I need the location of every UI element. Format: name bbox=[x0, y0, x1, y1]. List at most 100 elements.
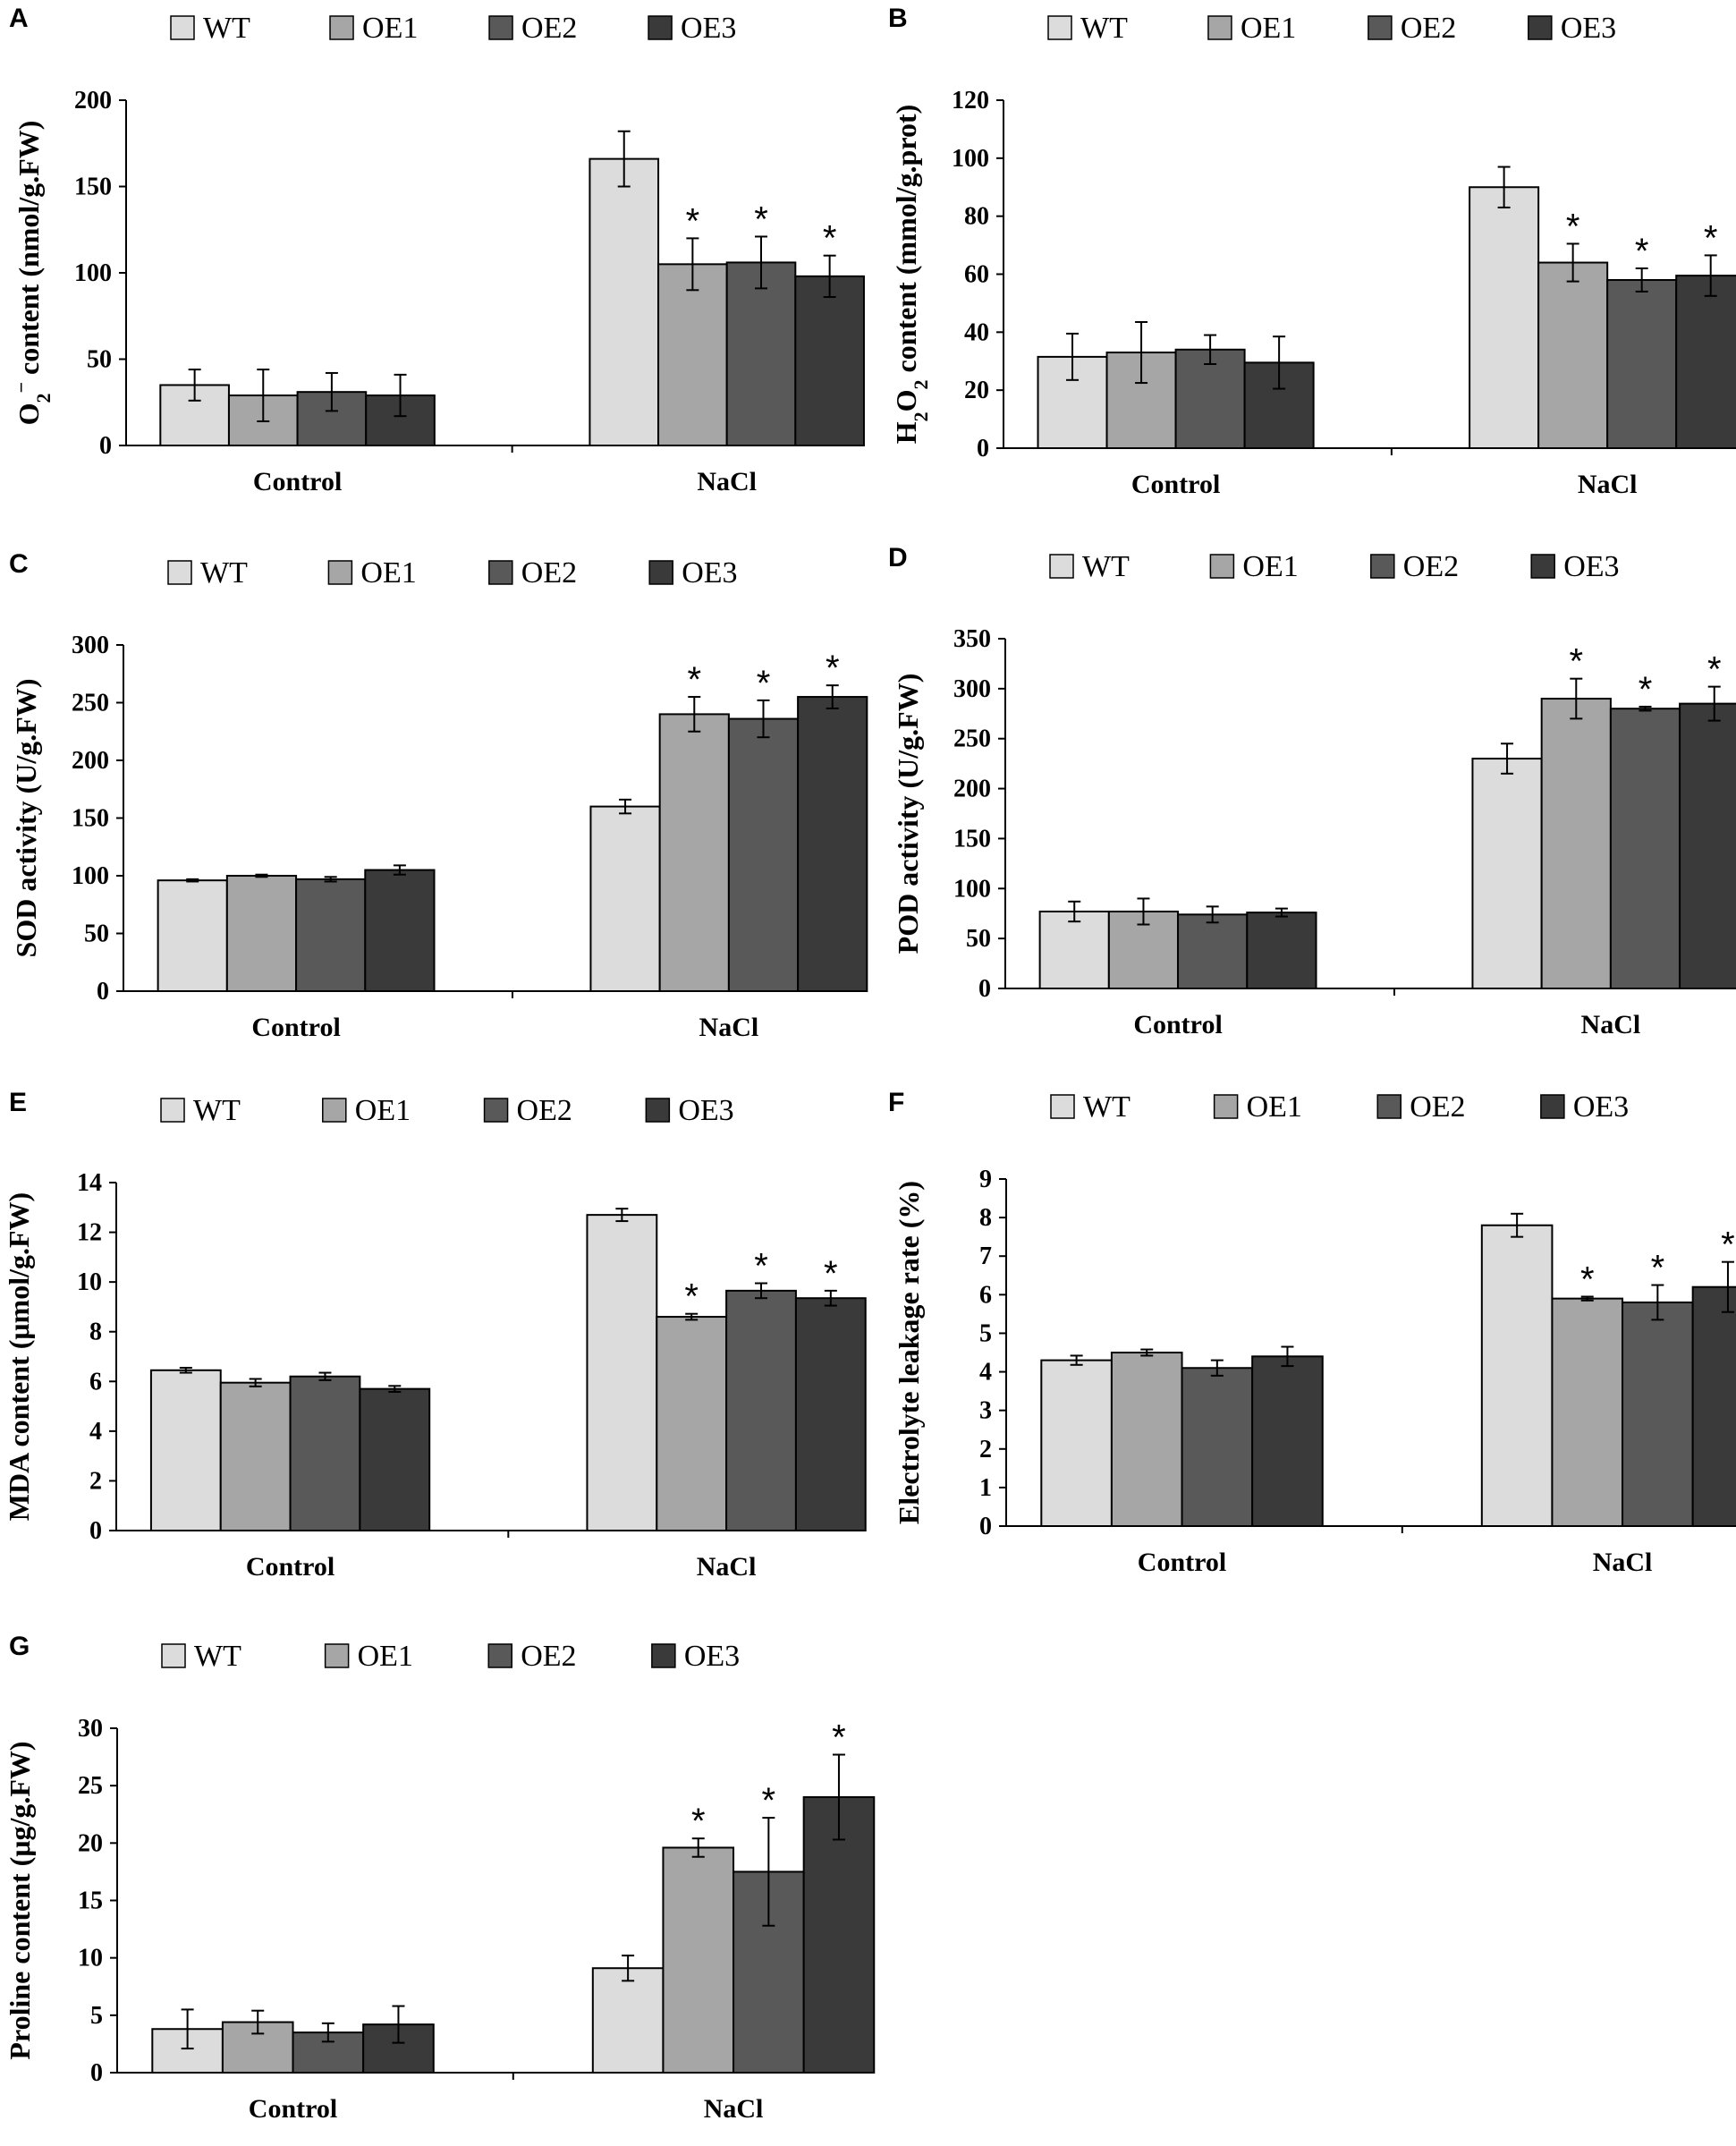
significance-marker: * bbox=[684, 1277, 699, 1317]
legend-label-oe1: OE1 bbox=[1247, 1090, 1302, 1124]
bar-wt-nacl bbox=[586, 1214, 658, 1532]
significance-marker: * bbox=[691, 1802, 706, 1841]
bar-oe3-nacl bbox=[1675, 275, 1736, 449]
y-tick-label: 50 bbox=[966, 925, 991, 953]
bar-oe3-control bbox=[364, 869, 436, 992]
legend-label-oe1: OE1 bbox=[355, 1094, 411, 1127]
legend-swatch-oe1 bbox=[329, 15, 354, 40]
legend-label-wt: WT bbox=[200, 556, 248, 590]
y-tick-label: 150 bbox=[72, 805, 109, 833]
y-tick-label: 2 bbox=[979, 1436, 992, 1463]
y-tick-label: 200 bbox=[953, 776, 991, 803]
legend-swatch-wt bbox=[1050, 1094, 1075, 1119]
legend-swatch-oe2 bbox=[1368, 15, 1393, 40]
panel-e: E WT OE1 OE2 OE3 0 2 4 6 8 10 12 14 MDA content (μmol… bbox=[3, 1088, 867, 1582]
y-axis-label-part: content (mmol/g.prot) bbox=[890, 105, 922, 380]
significance-marker: * bbox=[1707, 650, 1722, 690]
bar-wt-nacl bbox=[1469, 186, 1540, 449]
legend-label-oe2: OE2 bbox=[517, 1094, 572, 1127]
bar-oe2-nacl bbox=[1606, 278, 1678, 449]
category-label-control: Control bbox=[253, 467, 342, 496]
y-axis-label: O2− content (nmol/g.FW) bbox=[10, 121, 55, 426]
legend-swatch-oe3 bbox=[1528, 15, 1553, 40]
y-tick-label: 10 bbox=[77, 1268, 102, 1296]
y-tick-label: 50 bbox=[84, 920, 109, 948]
bar-wt-control bbox=[1040, 1359, 1113, 1527]
y-axis-label: Proline content (μg/g.FW) bbox=[4, 1741, 36, 2059]
legend-swatch-wt bbox=[167, 560, 192, 585]
legend-label-oe1: OE1 bbox=[358, 1640, 413, 1673]
legend-label-oe2: OE2 bbox=[521, 12, 577, 45]
y-axis-label-part: H bbox=[890, 421, 922, 444]
y-tick-label: 80 bbox=[964, 203, 989, 231]
category-label-control: Control bbox=[1138, 1548, 1226, 1577]
y-tick-label: 150 bbox=[953, 825, 991, 852]
bar-oe3-nacl bbox=[797, 696, 868, 992]
bar-oe1-nacl bbox=[656, 1316, 728, 1531]
y-axis-label: H2O2 content (mmol/g.prot) bbox=[890, 105, 932, 445]
legend-label-oe2: OE2 bbox=[1401, 12, 1456, 45]
legend-swatch-oe3 bbox=[648, 15, 673, 40]
category-label-control: Control bbox=[249, 2094, 337, 2124]
legend-swatch-oe3 bbox=[1530, 554, 1555, 579]
legend-swatch-wt bbox=[160, 1098, 185, 1123]
y-tick-label: 350 bbox=[953, 625, 991, 653]
legend-label-oe3: OE3 bbox=[1573, 1090, 1629, 1124]
significance-marker: * bbox=[823, 219, 837, 259]
y-tick-label: 300 bbox=[953, 675, 991, 703]
bar-oe2-control bbox=[295, 878, 367, 992]
y-tick-label: 0 bbox=[979, 1513, 992, 1540]
legend-swatch-oe1 bbox=[1213, 1094, 1239, 1119]
y-tick-label: 2 bbox=[89, 1467, 102, 1495]
bar-oe2-nacl bbox=[727, 717, 800, 992]
legend-swatch-oe2 bbox=[488, 560, 513, 585]
y-tick-label: 40 bbox=[964, 318, 989, 346]
panel-letter: G bbox=[9, 1632, 30, 1661]
legend-label-oe2: OE2 bbox=[1410, 1090, 1465, 1124]
significance-marker: * bbox=[832, 1718, 846, 1758]
y-axis-label-part: 2 bbox=[910, 411, 932, 421]
y-axis-label: Electrolyte leakage rate (%) bbox=[893, 1181, 925, 1524]
legend-swatch-oe1 bbox=[327, 560, 353, 585]
legend-label-wt: WT bbox=[203, 12, 250, 45]
y-tick-label: 0 bbox=[99, 432, 112, 460]
bar-oe3-nacl bbox=[794, 1297, 867, 1532]
legend-swatch-oe3 bbox=[651, 1643, 676, 1668]
bar-oe1-nacl bbox=[657, 263, 728, 446]
legend-label-oe2: OE2 bbox=[521, 1640, 576, 1673]
category-label-control: Control bbox=[1133, 1010, 1222, 1039]
legend-swatch-oe3 bbox=[645, 1098, 671, 1123]
y-tick-label: 250 bbox=[953, 725, 991, 753]
significance-marker: * bbox=[826, 649, 840, 688]
legend-label-oe2: OE2 bbox=[1403, 550, 1459, 583]
bar-oe2-control bbox=[1174, 348, 1246, 449]
y-tick-label: 25 bbox=[78, 1772, 103, 1800]
y-axis-label-part: O bbox=[890, 390, 922, 412]
y-tick-label: 4 bbox=[979, 1359, 992, 1387]
y-tick-label: 200 bbox=[74, 87, 112, 115]
legend-swatch-wt bbox=[1049, 554, 1074, 579]
y-tick-label: 0 bbox=[89, 1517, 102, 1545]
bar-wt-nacl bbox=[589, 805, 661, 992]
bar-oe2-nacl bbox=[1622, 1301, 1694, 1528]
category-label-nacl: NaCl bbox=[1593, 1548, 1653, 1577]
bar-oe3-nacl bbox=[794, 275, 865, 446]
bar-wt-nacl bbox=[591, 1967, 665, 2074]
category-label-control: Control bbox=[1131, 470, 1220, 499]
significance-marker: * bbox=[754, 199, 768, 239]
y-tick-label: 15 bbox=[78, 1887, 103, 1915]
bar-oe2-nacl bbox=[1609, 708, 1681, 989]
category-label-nacl: NaCl bbox=[1581, 1010, 1641, 1039]
y-tick-label: 5 bbox=[90, 2002, 103, 2030]
legend-label-wt: WT bbox=[193, 1094, 241, 1127]
significance-marker: * bbox=[1580, 1260, 1595, 1299]
significance-marker: * bbox=[1721, 1226, 1735, 1265]
y-tick-label: 150 bbox=[74, 174, 112, 201]
legend-label-wt: WT bbox=[1083, 1090, 1131, 1124]
y-axis-label: SOD activity (U/g.FW) bbox=[10, 679, 42, 958]
bar-wt-nacl bbox=[1480, 1224, 1554, 1527]
legend-swatch-oe3 bbox=[1540, 1094, 1565, 1119]
legend-swatch-oe1 bbox=[322, 1098, 347, 1123]
